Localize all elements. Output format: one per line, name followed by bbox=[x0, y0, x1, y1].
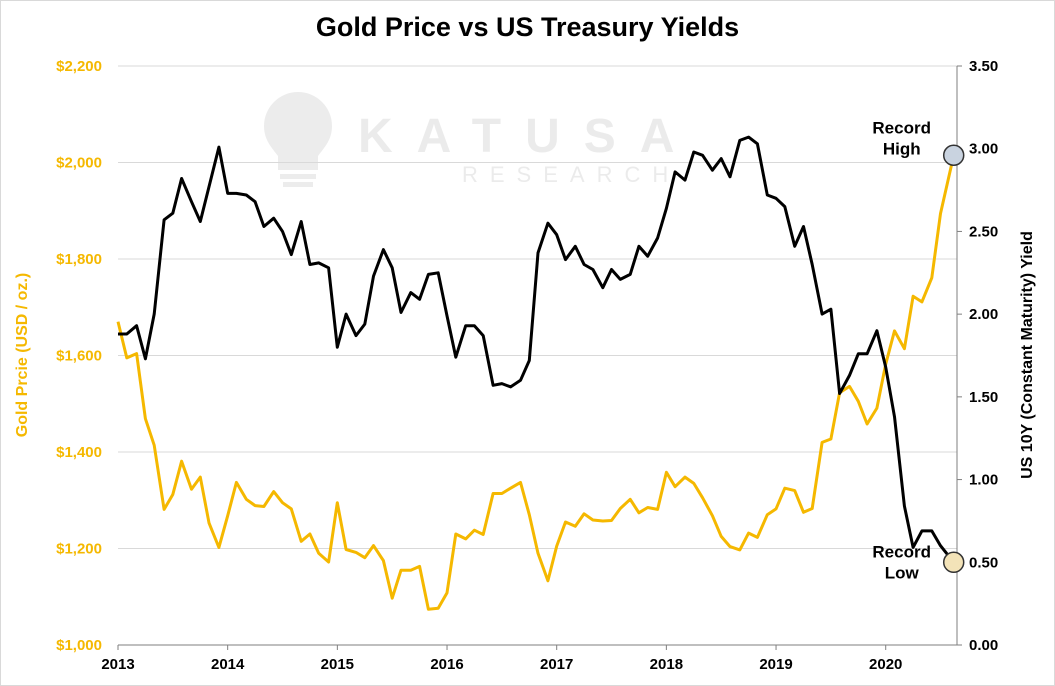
y-right-tick-label: 3.50 bbox=[969, 58, 998, 75]
y-left-tick-label: $1,000 bbox=[56, 637, 102, 654]
y-left-tick-label: $1,800 bbox=[56, 251, 102, 268]
y-right-tick-label: 2.50 bbox=[969, 223, 998, 240]
gold-price-line bbox=[116, 154, 956, 611]
y-right-tick-label: 0.00 bbox=[969, 637, 998, 654]
y-right-tick-label: 0.50 bbox=[969, 554, 998, 571]
y-right-tick-label: 1.50 bbox=[969, 389, 998, 406]
annotation-label: Record bbox=[872, 542, 931, 561]
annotations: Record High Record Low bbox=[872, 118, 965, 582]
y-right-tick-label: 3.00 bbox=[969, 141, 998, 158]
watermark-brand: KATUSA bbox=[358, 110, 698, 163]
x-tick-label: 2014 bbox=[211, 656, 245, 673]
y-right-tick-label: 1.00 bbox=[969, 472, 998, 489]
x-tick-label: 2018 bbox=[650, 656, 683, 673]
annotation-label: High bbox=[883, 139, 921, 158]
record-marker bbox=[942, 144, 965, 167]
lightbulb-k-icon bbox=[264, 92, 332, 187]
y-axis-right-title: US 10Y (Constant Maturity) Yield bbox=[1019, 231, 1036, 479]
y-left-tick-label: $1,200 bbox=[56, 541, 102, 558]
y-axis-left-title: Gold Prcie (USD / oz.) bbox=[14, 273, 31, 437]
x-tick-label: 2019 bbox=[759, 656, 792, 673]
x-tick-label: 2020 bbox=[869, 656, 902, 673]
y-left-tick-label: $1,600 bbox=[56, 348, 102, 365]
gridlines bbox=[118, 65, 957, 549]
annotation-label: Low bbox=[885, 563, 920, 582]
y-right-tick-label: 2.00 bbox=[969, 306, 998, 323]
watermark: KATUSA RESEARCH bbox=[264, 92, 698, 187]
x-tick-label: 2015 bbox=[321, 656, 354, 673]
y-left-tick-label: $1,400 bbox=[56, 444, 102, 461]
treasury-yield-line bbox=[118, 135, 955, 564]
series-layer bbox=[116, 135, 956, 611]
x-tick-label: 2017 bbox=[540, 656, 573, 673]
annotation-label: Record bbox=[872, 118, 931, 137]
x-tick-label: 2016 bbox=[430, 656, 463, 673]
watermark-sub: RESEARCH bbox=[462, 162, 680, 187]
x-tick-label: 2013 bbox=[101, 656, 134, 673]
chart-title: Gold Price vs US Treasury Yields bbox=[315, 12, 740, 42]
axes: $1,000 $1,200 $1,400 $1,600 $1,800 $2,000 $2,2… bbox=[56, 58, 998, 673]
y-left-tick-label: $2,000 bbox=[56, 155, 102, 172]
y-left-tick-label: $2,200 bbox=[56, 58, 102, 75]
record-marker bbox=[942, 551, 965, 574]
